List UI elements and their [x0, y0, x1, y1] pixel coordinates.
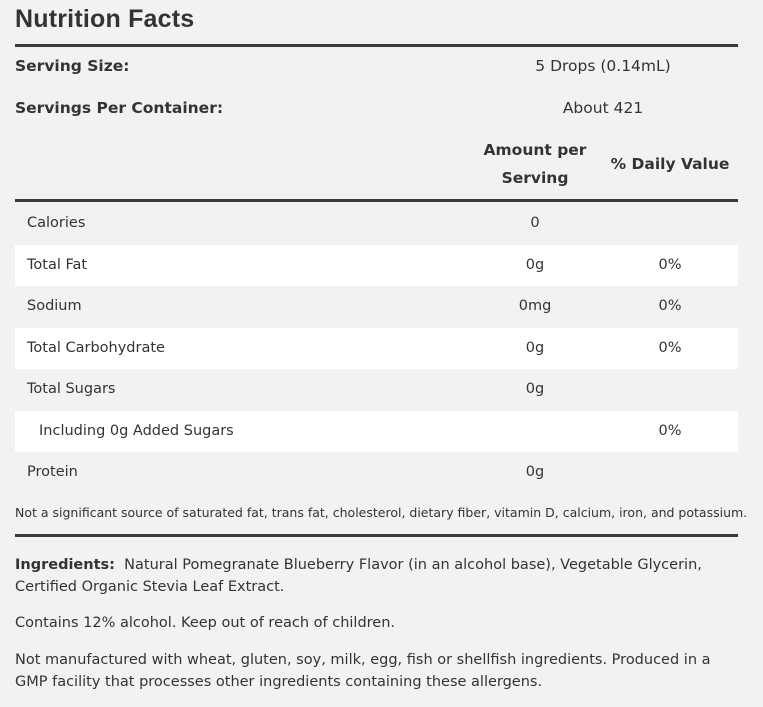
nutrient-row: Total Carbohydrate 0g 0% [15, 327, 738, 369]
amount: 0g [525, 381, 545, 397]
nutrient-name: Calories [27, 215, 86, 231]
nutrient-name: Total Sugars [27, 381, 116, 397]
nutrient-row: Sodium 0mg 0% [15, 286, 738, 327]
ingredients: Ingredients: Natural Pomegranate Blueber… [15, 554, 715, 598]
amount: 0mg [518, 298, 552, 314]
nutrient-name: Total Carbohydrate [27, 339, 165, 356]
daily-value: 0% [658, 339, 682, 356]
daily-value: 0% [658, 298, 682, 314]
serving-value: About 421 [562, 99, 644, 117]
title: Nutrition Facts [15, 5, 195, 33]
nutrient-name: Including 0g Added Sugars [39, 422, 234, 439]
note: Contains 12% alcohol. Keep out of reach … [15, 615, 396, 631]
ingredients-label: Ingredients: [15, 557, 115, 573]
serving-label: Servings Per Container: [15, 99, 224, 117]
amount: 0 [530, 215, 540, 231]
daily-value: 0% [658, 422, 682, 439]
nutrient-name: Protein [27, 464, 78, 480]
ingredients-text: Natural Pomegranate Blueberry Flavor (in… [15, 557, 702, 595]
nutrient-row: Total Fat 0g 0% [15, 244, 738, 286]
note: Not manufactured with wheat, gluten, soy… [15, 652, 711, 690]
serving-label: Serving Size: [15, 57, 130, 75]
nutrient-row: Calories 0 [15, 203, 738, 244]
nutrient-name: Sodium [27, 298, 82, 314]
rule [15, 534, 738, 537]
rule [15, 199, 738, 202]
nutrient-row: Including 0g Added Sugars 0% [15, 410, 738, 452]
nutrient-row: Total Sugars 0g [15, 369, 738, 410]
amount: 0g [525, 339, 545, 356]
serving-value: 5 Drops (0.14mL) [535, 57, 671, 75]
rule [15, 44, 738, 47]
footnote: Not a significant source of saturated fa… [15, 505, 748, 520]
nutrient-name: Total Fat [27, 256, 88, 273]
amount: 0g [525, 256, 545, 273]
nutrient-row: Protein 0g [15, 452, 738, 493]
column-header: % Daily Value [610, 155, 730, 173]
column-header: Amount per Serving [483, 141, 587, 187]
amount: 0g [525, 464, 545, 480]
daily-value: 0% [658, 256, 682, 273]
